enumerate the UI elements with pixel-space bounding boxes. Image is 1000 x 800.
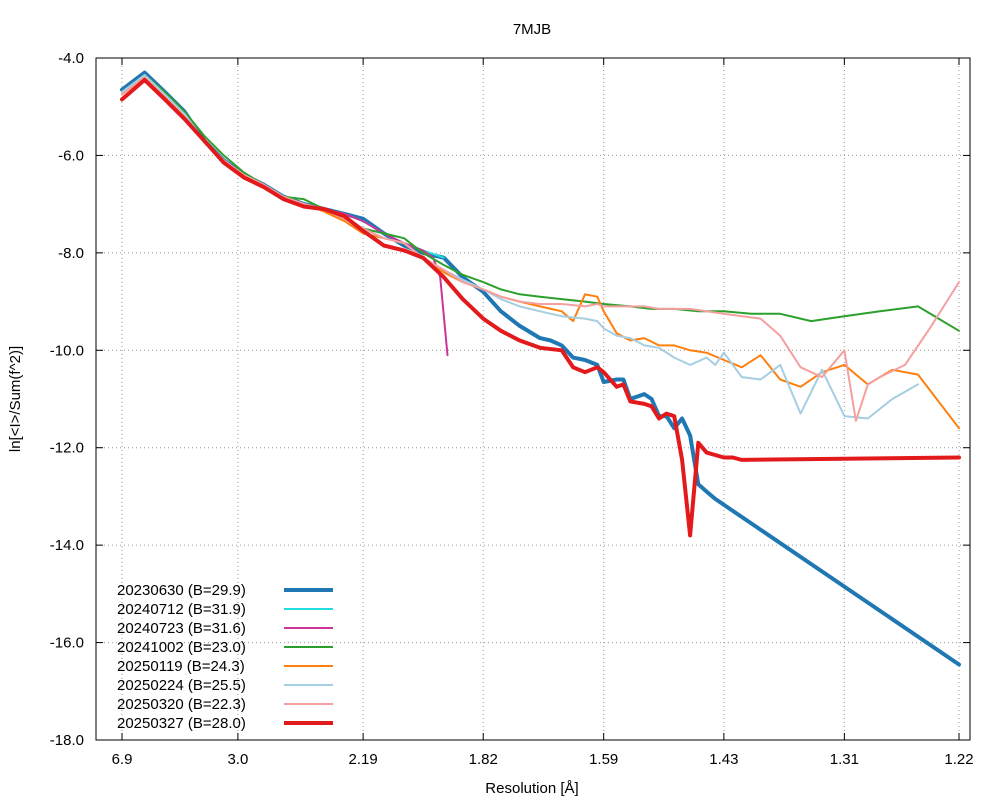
y-tick-label: -18.0 xyxy=(50,732,84,749)
legend-label: 20240723 (B=31.6) xyxy=(117,620,246,637)
plot-frame xyxy=(95,57,971,741)
legend-label: 20250327 (B=28.0) xyxy=(117,715,246,732)
series-line-3 xyxy=(121,74,449,357)
x-tick-label: 1.82 xyxy=(469,751,498,768)
x-tick-label: 1.22 xyxy=(944,751,973,768)
series-line-6 xyxy=(121,74,919,420)
x-tick-label: 1.31 xyxy=(830,751,859,768)
x-axis-title: Resolution [Å] xyxy=(485,780,578,797)
legend-label: 20240712 (B=31.9) xyxy=(117,601,246,618)
x-tick-label: 1.59 xyxy=(589,751,618,768)
x-tick-label: 3.0 xyxy=(227,751,248,768)
ticks: 6.9 3.0 2.19 1.82 1.59 1.43 1.31 1.22 -4.0 -6.0 -8… xyxy=(50,50,974,768)
y-tick-label: -16.0 xyxy=(50,635,84,652)
legend-label: 20250224 (B=25.5) xyxy=(117,677,246,694)
y-axis-title: ln[<I>/Sum(f^2)] xyxy=(7,346,24,452)
y-tick-label: -14.0 xyxy=(50,537,84,554)
series-line-4 xyxy=(121,74,960,332)
legend: 20230630 (B=29.9) 20240712 (B=31.9) 202407… xyxy=(117,582,333,732)
series-line-8 xyxy=(120,77,961,538)
y-tick-label: -8.0 xyxy=(58,245,84,262)
y-tick-label: -10.0 xyxy=(50,342,84,359)
legend-label: 20250119 (B=24.3) xyxy=(117,658,245,675)
x-tick-label: 1.43 xyxy=(709,751,738,768)
legend-label: 20230630 (B=29.9) xyxy=(117,582,246,599)
y-tick-label: -4.0 xyxy=(58,50,84,67)
legend-label: 20250320 (B=22.3) xyxy=(117,696,246,713)
series-layer xyxy=(120,70,961,667)
x-tick-label: 2.19 xyxy=(349,751,378,768)
chart-title: 7MJB xyxy=(513,21,551,38)
series-line-7 xyxy=(121,76,960,422)
y-tick-label: -12.0 xyxy=(50,440,84,457)
y-tick-label: -6.0 xyxy=(58,147,84,164)
legend-label: 20241002 (B=23.0) xyxy=(117,639,246,656)
x-tick-label: 6.9 xyxy=(112,751,133,768)
